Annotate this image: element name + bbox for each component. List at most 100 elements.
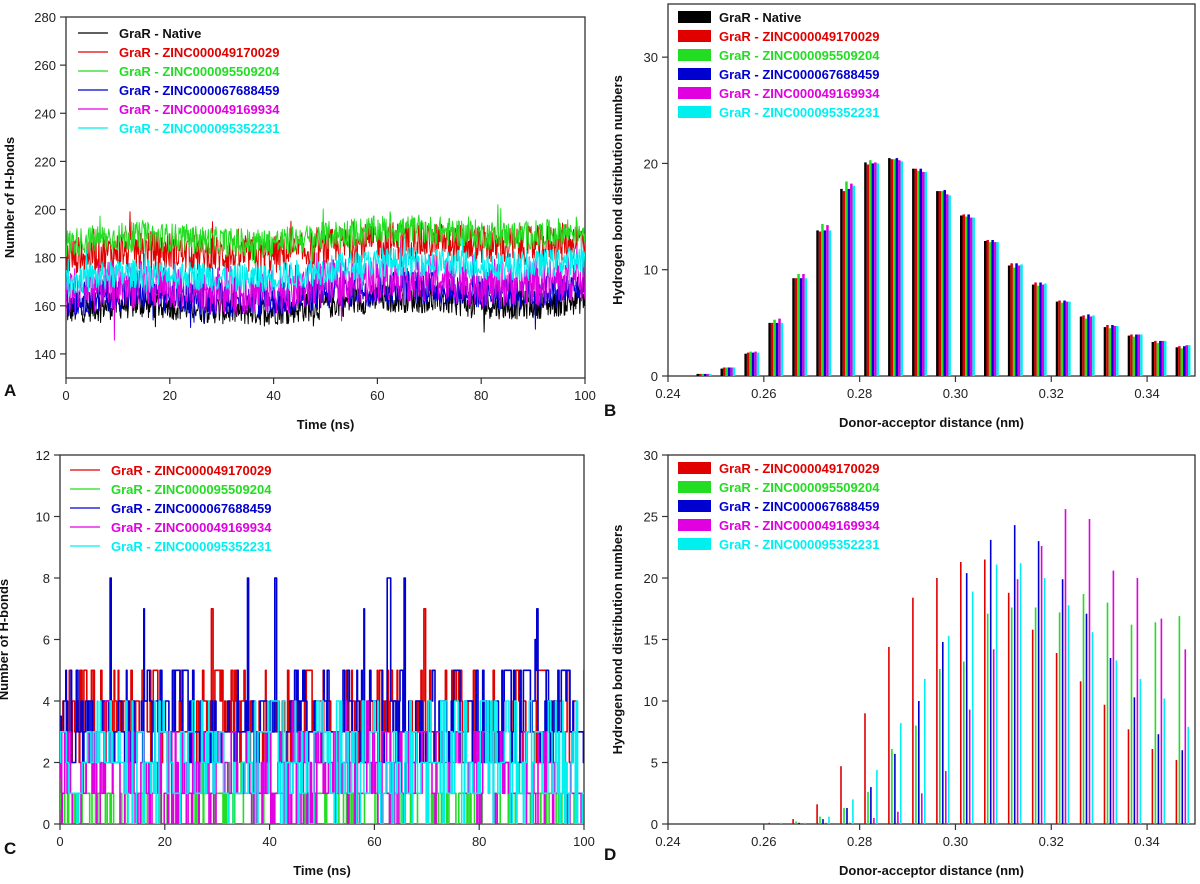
- bar: [1058, 612, 1061, 824]
- bar: [919, 168, 922, 376]
- bar: [873, 817, 875, 824]
- y-tick-label: 10: [644, 263, 658, 278]
- y-tick-label: 0: [651, 369, 658, 384]
- bar: [802, 274, 805, 376]
- bar: [1132, 336, 1136, 376]
- bar: [1163, 698, 1166, 824]
- bar: [897, 811, 899, 824]
- bar: [960, 215, 963, 376]
- bar: [1151, 749, 1154, 824]
- x-tick-label: 0.30: [943, 834, 968, 849]
- bar: [1060, 302, 1064, 376]
- bar: [1034, 607, 1037, 824]
- bar: [1108, 328, 1112, 376]
- y-tick-label: 30: [644, 448, 658, 463]
- legend-label: GraR - ZINC000095352231: [119, 121, 279, 136]
- bar: [804, 822, 806, 824]
- bar: [1130, 624, 1133, 824]
- bar: [936, 578, 938, 824]
- y-tick-label: 25: [644, 510, 658, 525]
- bar: [725, 367, 728, 376]
- bar: [1116, 326, 1119, 376]
- bar: [701, 373, 704, 376]
- bar: [947, 635, 950, 824]
- bar: [912, 597, 914, 824]
- x-tick-label: 0.28: [847, 386, 872, 401]
- bar: [945, 771, 947, 824]
- y-tick-label: 200: [34, 203, 56, 218]
- bar: [818, 231, 822, 376]
- x-tick-label: 0.32: [1039, 834, 1064, 849]
- bar: [1135, 334, 1138, 376]
- bar: [1127, 729, 1130, 824]
- bar: [1079, 681, 1082, 824]
- bar: [799, 278, 803, 376]
- bar: [895, 158, 899, 376]
- y-tick-label: 20: [644, 571, 658, 586]
- y-tick-label: 6: [43, 633, 50, 648]
- bar: [828, 230, 832, 376]
- bar: [699, 373, 702, 376]
- legend-label: GraR - ZINC000095352231: [719, 105, 879, 120]
- bar: [840, 766, 842, 824]
- legend-label: GraR - ZINC000049169934: [111, 520, 272, 535]
- legend-label: GraR - ZINC000095509204: [111, 482, 272, 497]
- legend-label: GraR - ZINC000067688459: [119, 83, 279, 98]
- bar: [828, 816, 830, 824]
- bar: [918, 701, 920, 824]
- bar: [1061, 579, 1064, 824]
- legend-label: GraR - ZINC000095352231: [111, 539, 271, 554]
- bar: [864, 713, 866, 824]
- bar: [1082, 594, 1085, 824]
- panel-letter: B: [604, 401, 616, 420]
- bar: [1161, 340, 1164, 376]
- x-tick-label: 0.26: [751, 834, 776, 849]
- bar: [1106, 325, 1109, 376]
- x-axis-title: Donor-acceptor distance (nm): [839, 863, 1024, 878]
- bar: [1043, 578, 1046, 824]
- panel-c-chart: 0 2 4 6 8 10 12 0 20 40 60 80 100 Time (ns) Number of …: [0, 448, 595, 878]
- y-tick-label: 10: [36, 510, 50, 525]
- legend-label: GraR - ZINC000049170029: [719, 461, 879, 476]
- legend: GraR - ZINC000049170029 GraR - ZINC000095…: [70, 463, 272, 554]
- bar: [991, 240, 994, 376]
- bar: [1010, 263, 1013, 376]
- bar: [1091, 632, 1094, 824]
- bar: [922, 171, 925, 376]
- bar: [1089, 316, 1093, 376]
- y-tick-label: 0: [651, 817, 658, 832]
- x-tick-label: 40: [266, 388, 280, 403]
- bar: [720, 368, 723, 376]
- y-tick-label: 5: [651, 756, 658, 771]
- bar: [965, 573, 968, 824]
- bar: [942, 642, 944, 824]
- x-tick-label: 60: [367, 834, 381, 849]
- bar: [946, 194, 949, 376]
- bar: [1068, 301, 1071, 376]
- panel-b-chart: 0 10 20 30 0.24 0.26 0.28 0.30 0.32 0.34 Donor-acc…: [604, 3, 1196, 430]
- bar: [1067, 605, 1070, 824]
- bar: [730, 367, 733, 376]
- bar: [822, 819, 824, 824]
- bar: [1063, 300, 1066, 376]
- y-tick-label: 220: [34, 154, 56, 169]
- bar: [876, 163, 880, 376]
- bar: [826, 225, 829, 376]
- legend-label: GraR - ZINC000095509204: [119, 64, 280, 79]
- bar: [852, 185, 856, 376]
- bar: [708, 373, 712, 376]
- bar: [924, 678, 926, 824]
- y-tick-label: 2: [43, 756, 50, 771]
- bar: [876, 769, 878, 824]
- bar: [890, 159, 894, 376]
- y-tick-label: 15: [644, 633, 658, 648]
- legend: GraR - Native GraR - ZINC000049170029 GraR…: [78, 26, 280, 136]
- bar: [852, 799, 854, 824]
- y-tick-label: 0: [43, 817, 50, 832]
- bar: [1154, 340, 1157, 376]
- bar: [1034, 282, 1037, 376]
- legend-label: GraR - ZINC000049170029: [111, 463, 271, 478]
- bar: [968, 709, 971, 824]
- bar: [749, 351, 752, 376]
